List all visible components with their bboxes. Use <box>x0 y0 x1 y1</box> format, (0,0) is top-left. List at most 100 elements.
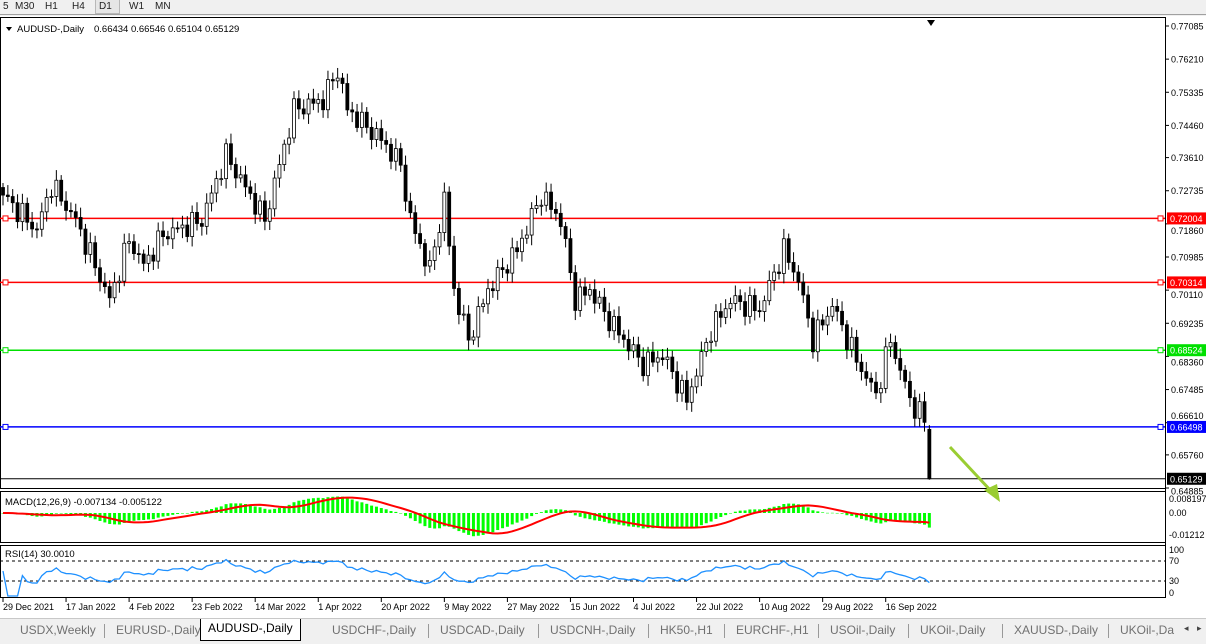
candle <box>39 202 44 237</box>
candle <box>558 203 563 236</box>
macd-histogram-bar <box>244 504 247 513</box>
macd-histogram-bar <box>147 513 150 520</box>
candle-body <box>689 386 694 403</box>
tab-audusd-daily[interactable]: AUDUSD-,Daily <box>200 619 301 641</box>
macd-histogram-bar <box>336 496 340 513</box>
candle-body <box>127 241 131 244</box>
candle-body <box>748 295 752 317</box>
macd-histogram-bar <box>554 509 558 513</box>
candle-body <box>442 191 447 233</box>
macd-histogram-bar <box>122 513 126 523</box>
tab-usdchf-daily[interactable]: USDCHF-,Daily <box>332 623 416 637</box>
macd-histogram-bar <box>690 513 694 528</box>
tab-usdcad-daily[interactable]: USDCAD-,Daily <box>440 623 525 637</box>
candle <box>539 199 544 216</box>
candle <box>777 264 781 280</box>
candle-body <box>524 234 529 239</box>
candle-body <box>204 202 209 227</box>
candle <box>743 292 747 326</box>
tab-separator <box>104 624 105 638</box>
candle <box>752 288 757 321</box>
candle-body <box>340 77 345 84</box>
candle-body <box>520 237 524 253</box>
tab-scroll-right-icon[interactable]: ▸ <box>1197 623 1202 633</box>
date-axis-label: 15 Jun 2022 <box>570 602 620 612</box>
macd-histogram-bar <box>491 513 495 533</box>
candle <box>190 205 195 247</box>
timeframe-m30[interactable]: M30 <box>15 1 35 12</box>
candle <box>335 67 340 89</box>
candle-body <box>878 388 883 394</box>
tab-usoil-daily[interactable]: USOil-,Daily <box>830 623 896 637</box>
price-axis-label: 0.72735 <box>1171 186 1204 196</box>
timeframe-h4[interactable]: H4 <box>72 1 85 12</box>
price-axis-label: 0.71860 <box>1171 226 1204 236</box>
trend-arrow-annotation[interactable] <box>948 445 994 494</box>
macd-histogram-bar <box>588 513 592 520</box>
symbol-menu-icon[interactable] <box>6 27 12 31</box>
tab-ukoil-da[interactable]: UKOil-,Da <box>1120 623 1175 637</box>
candle <box>306 93 311 124</box>
candle-body <box>93 242 98 269</box>
macd-histogram-bar <box>598 513 602 521</box>
candle <box>413 205 418 244</box>
candle-body <box>83 228 88 255</box>
candle-body <box>908 380 912 399</box>
price-tag <box>1167 276 1206 289</box>
chart-window[interactable]: 0.77085 0.76210 0.75335 0.74460 0.73610 0.727… <box>0 0 1206 618</box>
candle <box>156 222 161 269</box>
tab-hk50-h1[interactable]: HK50-,H1 <box>660 623 713 637</box>
candle <box>195 202 199 231</box>
macd-histogram-bar <box>539 512 543 513</box>
candle <box>680 374 684 402</box>
chart-shift-marker-icon[interactable] <box>927 20 935 26</box>
candle-body <box>471 336 476 341</box>
price-tag-label: 0.72004 <box>1170 214 1203 224</box>
candle <box>98 258 102 292</box>
candle <box>418 223 423 249</box>
price-tag-label: 0.68524 <box>1170 346 1203 356</box>
price-axis-label: 0.77085 <box>1171 22 1204 32</box>
candle-body <box>78 217 83 230</box>
candle <box>908 371 912 407</box>
candle-body <box>427 260 432 267</box>
timeframe-w1[interactable]: W1 <box>129 1 144 12</box>
candle <box>258 195 262 222</box>
candle <box>54 170 59 207</box>
tab-usdcnh-daily[interactable]: USDCNH-,Daily <box>550 623 636 637</box>
timeframe-m5[interactable]: 5 <box>3 1 9 12</box>
tab-usdx-weekly[interactable]: USDX,Weekly <box>20 623 96 637</box>
candle <box>612 309 616 341</box>
timeframe-mn[interactable]: MN <box>155 1 171 12</box>
price-axis-label: 0.65760 <box>1171 450 1204 460</box>
price-axis-label: 0.75335 <box>1171 88 1204 98</box>
candle-body <box>185 224 190 237</box>
timeframe-h1[interactable]: H1 <box>45 1 58 12</box>
candle-body <box>781 238 786 274</box>
candle <box>214 170 219 203</box>
tab-separator <box>538 624 539 638</box>
candle-body <box>141 253 146 264</box>
macd-histogram-bar <box>307 498 311 513</box>
tab-scroll-left-icon[interactable]: ◂ <box>1184 623 1189 633</box>
date-axis-label: 22 Jul 2022 <box>697 602 744 612</box>
macd-histogram-bar <box>355 501 359 513</box>
macd-histogram-bar <box>903 513 907 521</box>
timeframe-d1[interactable]: D1 <box>95 0 120 14</box>
tab-eurusd-daily[interactable]: EURUSD-,Daily <box>116 623 201 637</box>
candle-body <box>326 79 330 111</box>
candle <box>427 250 432 273</box>
candle-body <box>321 99 326 111</box>
tab-ukoil-daily[interactable]: UKOil-,Daily <box>920 623 986 637</box>
macd-histogram-bar <box>641 513 645 529</box>
candle-body <box>248 186 253 194</box>
macd-histogram-bar <box>573 513 577 516</box>
candle <box>738 289 743 311</box>
tab-eurchf-h1[interactable]: EURCHF-,H1 <box>736 623 809 637</box>
candle-body <box>544 191 549 206</box>
tab-xauusd-daily[interactable]: XAUUSD-,Daily <box>1014 623 1099 637</box>
macd-histogram-bar <box>835 512 839 514</box>
candle <box>651 341 655 367</box>
candle-body <box>209 192 214 204</box>
candle <box>25 197 30 231</box>
